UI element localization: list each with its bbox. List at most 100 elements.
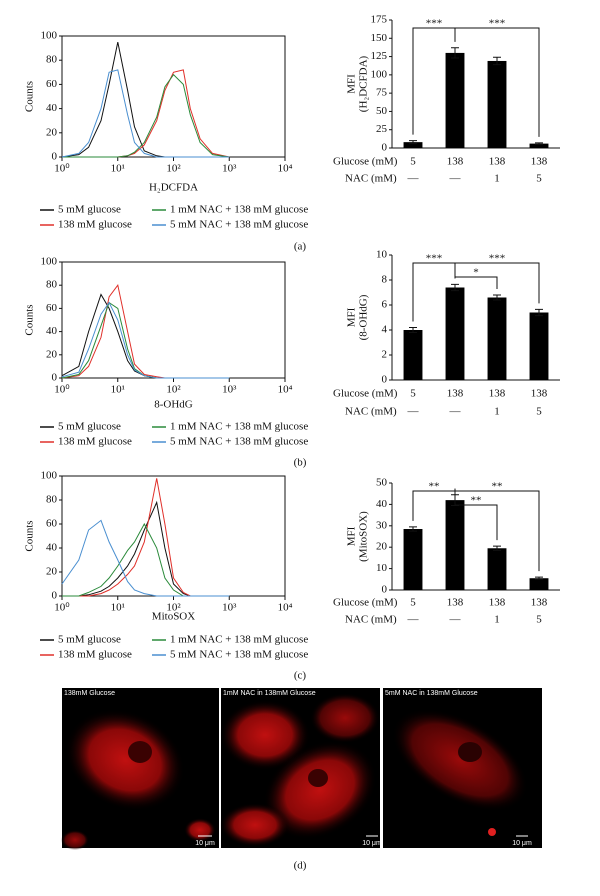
significance-bracket (454, 262, 540, 304)
y-tick-label: 6 (382, 299, 388, 311)
significance-label: *** (489, 253, 506, 265)
error-bar (409, 526, 417, 532)
x-tick-label: 10¹ (111, 163, 125, 175)
error-bar (535, 308, 543, 317)
scale-label: 10 μm (362, 840, 382, 847)
y-tick-label: 10 (376, 249, 388, 261)
category-row-label: NAC (mM) (345, 406, 397, 418)
histogram-line (62, 500, 230, 597)
scale-label: 10 μm (195, 840, 215, 847)
legend-label: 1 mM NAC + 138 mM glucose (170, 634, 308, 646)
y-tick-label: 8 (382, 274, 388, 286)
y-tick-label: 40 (46, 542, 58, 554)
x-tick-label: 138 (531, 156, 548, 168)
y-tick-label: 80 (46, 494, 58, 506)
legend-label: 5 mM NAC + 138 mM glucose (170, 219, 308, 231)
y-tick-label: 0 (382, 374, 388, 386)
histogram-line (62, 73, 230, 158)
y-tick-label: 25 (376, 123, 388, 135)
y-tick-label: 40 (46, 325, 58, 337)
x-tick-label: — (407, 406, 420, 418)
nucleus (308, 769, 328, 787)
legend-label: 138 mM glucose (58, 649, 132, 661)
bar (403, 529, 423, 590)
bar (403, 142, 423, 148)
bar (445, 52, 465, 148)
y-tick-label: 150 (371, 32, 388, 44)
x-tick-label: 10⁰ (54, 602, 70, 614)
image-title: 5mM NAC in 138mM Glucose (385, 690, 478, 697)
x-tick-label: 10³ (222, 163, 237, 175)
y-tick-label: 75 (376, 87, 388, 99)
x-tick-label: 10³ (222, 384, 237, 396)
panel-label: (a) (294, 241, 307, 253)
bar (529, 578, 549, 590)
micrographs: 138mM Glucose 1mM NAC in 138mM Glucose 5… (61, 688, 542, 850)
histogram-line (61, 301, 230, 379)
y-axis-label: MFI (346, 307, 358, 327)
x-tick-label: 138 (489, 388, 506, 400)
y-tick-label: 40 (376, 498, 388, 510)
legend-label: 1 mM NAC + 138 mM glucose (170, 421, 308, 433)
x-tick-label: 138 (489, 156, 506, 168)
significance-label: *** (426, 18, 443, 30)
error-bar (409, 327, 417, 333)
plot-frame (61, 261, 286, 379)
x-tick-label: 10⁴ (278, 384, 293, 396)
significance-bracket (454, 488, 540, 572)
bar (529, 143, 549, 148)
category-row-label: Glucose (mM) (333, 597, 398, 609)
category-row-label: NAC (mM) (345, 614, 397, 626)
legend-label: 5 mM glucose (58, 421, 121, 433)
error-bar (451, 283, 459, 292)
histogram-line (61, 301, 230, 379)
legend-label: 138 mM glucose (58, 219, 132, 231)
cell (65, 709, 185, 811)
x-tick-label: 1 (494, 614, 500, 626)
y-axis-label: Counts (24, 520, 36, 551)
x-tick-label: 5 (410, 388, 416, 400)
y-tick-label: 0 (52, 590, 58, 602)
y-axis-label: (8-OHdG) (358, 294, 370, 340)
bar (487, 60, 507, 148)
legend-label: 1 mM NAC + 138 mM glucose (170, 204, 308, 216)
bar (487, 548, 507, 590)
y-tick-label: 125 (371, 50, 388, 62)
y-tick-label: 0 (52, 151, 58, 163)
legend-label: 5 mM NAC + 138 mM glucose (170, 649, 308, 661)
histogram-line (61, 519, 230, 597)
x-tick-label: — (407, 173, 420, 185)
histogram-line (61, 284, 230, 379)
x-tick-label: — (449, 614, 462, 626)
panel-label: (c) (294, 670, 307, 682)
x-tick-label: 10² (166, 163, 181, 175)
x-axis-label: 8-OHdG (154, 399, 193, 411)
spot (488, 828, 496, 836)
x-tick-label: — (449, 406, 462, 418)
x-tick-label: 10² (166, 602, 181, 614)
plot-frame (61, 35, 286, 158)
x-tick-label: 138 (447, 156, 464, 168)
y-tick-label: 175 (371, 14, 388, 26)
y-tick-label: 10 (376, 562, 388, 574)
legend-label: 138 mM glucose (58, 436, 132, 448)
x-tick-label: 10¹ (111, 384, 125, 396)
legend-label: 5 mM glucose (58, 634, 121, 646)
bar (529, 312, 549, 380)
cell (392, 708, 528, 812)
histogram-line (61, 69, 230, 158)
x-tick-label: 10³ (222, 602, 237, 614)
category-row-label: Glucose (mM) (333, 156, 398, 168)
y-axis-label: (MitoSOX) (358, 511, 370, 562)
x-tick-label: 138 (531, 597, 548, 609)
y-tick-label: 4 (382, 324, 388, 336)
x-tick-label: 138 (447, 388, 464, 400)
cell (61, 830, 89, 850)
cell (263, 740, 377, 840)
y-tick-label: 0 (382, 584, 388, 596)
y-tick-label: 100 (41, 470, 58, 482)
x-tick-label: 10⁰ (54, 163, 70, 175)
y-tick-label: 0 (382, 142, 388, 154)
bar (445, 500, 465, 590)
significance-bracket (454, 488, 498, 541)
